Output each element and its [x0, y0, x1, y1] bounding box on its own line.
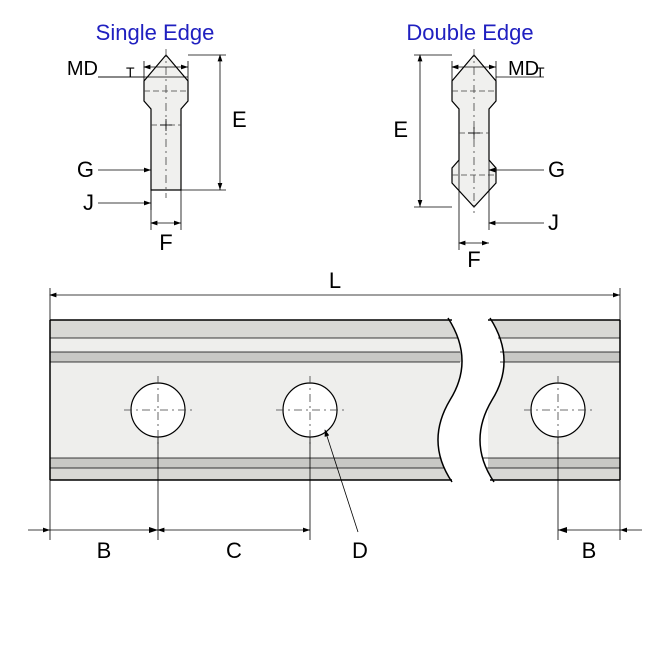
double-edge-profile: MD T E G J F — [393, 49, 565, 272]
c-label: C — [226, 538, 242, 563]
b-label-left: B — [97, 538, 112, 563]
g-label-double: G — [548, 157, 565, 182]
mdt-label-double: MD — [508, 58, 539, 80]
e-label-double: E — [393, 117, 408, 142]
f-label-double: F — [467, 247, 480, 272]
single-edge-profile: MD T E G J F — [67, 49, 247, 255]
mdt-t-double: T — [536, 64, 545, 80]
rail-side-view: L — [28, 268, 642, 563]
j-label-double: J — [548, 210, 559, 235]
e-label-single: E — [232, 107, 247, 132]
diagram-canvas: Single Edge Double Edge MD T E G J — [0, 0, 670, 670]
single-edge-title: Single Edge — [96, 20, 215, 45]
mdt-label-single: MD — [67, 58, 98, 80]
j-label-single: J — [83, 190, 94, 215]
d-label: D — [352, 538, 368, 563]
b-label-right: B — [582, 538, 597, 563]
mdt-t-single: T — [126, 64, 135, 80]
double-edge-title: Double Edge — [406, 20, 533, 45]
g-label-single: G — [77, 157, 94, 182]
l-label: L — [329, 268, 341, 293]
f-label-single: F — [159, 230, 172, 255]
